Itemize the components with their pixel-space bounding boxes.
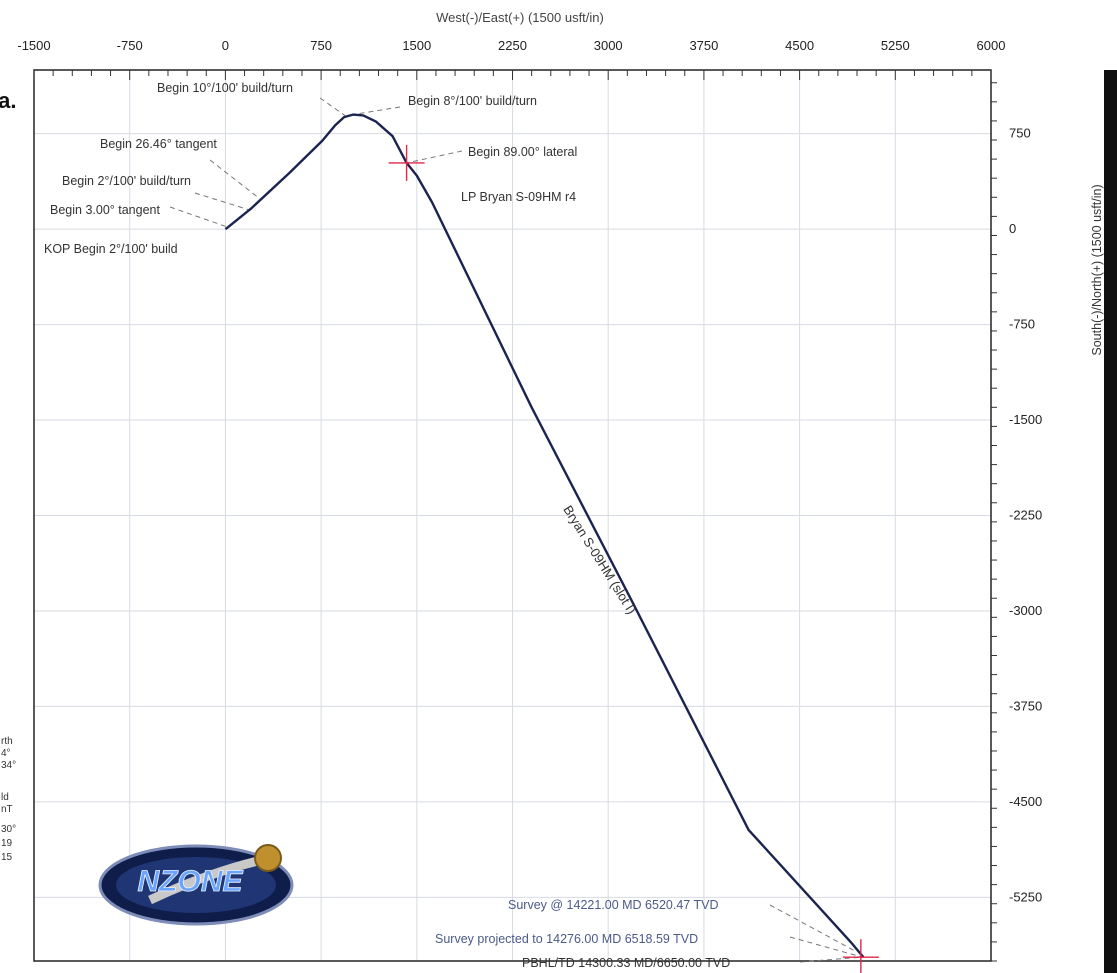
y-tick-label-6: -3750 xyxy=(1009,698,1042,713)
edge-fragment-1: rth xyxy=(1,736,13,747)
annotation-label-6: Begin 89.00° lateral xyxy=(468,145,577,159)
x-tick-label-7: 3750 xyxy=(689,38,718,53)
annotation-label-8: Survey @ 14221.00 MD 6520.47 TVD xyxy=(508,898,719,912)
x-tick-label-10: 6000 xyxy=(977,38,1006,53)
y-tick-label-0: 750 xyxy=(1009,126,1031,141)
annotation-leader-4 xyxy=(319,97,346,117)
x-tick-label-0: -1500 xyxy=(17,38,50,53)
left-edge-fragments: rth 4° 34° ld nT 30° 19 15 xyxy=(1,736,16,863)
annotation-label-10: PBHL/TD 14300.33 MD/6650.00 TVD xyxy=(522,956,730,970)
edge-fragment-7: 30° xyxy=(1,824,16,835)
y-tick-label-3: -1500 xyxy=(1009,412,1042,427)
x-axis-ticks: -1500 -750 0 750 1500 2250 3000 3750 4500 5250 600… xyxy=(17,38,1005,80)
annotation-label-7: LP Bryan S-09HM r4 xyxy=(461,190,576,204)
target-markers xyxy=(388,144,879,973)
logo-drill-bit xyxy=(254,844,282,872)
corner-fragment: ia. xyxy=(0,88,16,113)
logo-drill-pipe xyxy=(148,855,264,905)
y-axis-ticks: 750 0 -750 -1500 -2250 -3000 -3750 -4500 -5250 xyxy=(991,82,1042,962)
y-axis-title: South(-)/North(+) (1500 usft/in) xyxy=(1090,184,1104,355)
edge-fragment-3: 34° xyxy=(1,760,16,771)
annotation-leader-10 xyxy=(799,956,861,963)
y-tick-label-4: -2250 xyxy=(1009,508,1042,523)
edge-fragment-8: 19 xyxy=(1,838,13,849)
x-tick-label-6: 3000 xyxy=(594,38,623,53)
annotation-label-5: Begin 8°/100' build/turn xyxy=(408,94,537,108)
x-tick-label-4: 1500 xyxy=(402,38,431,53)
annotation-leader-5 xyxy=(352,106,401,116)
x-tick-label-2: 0 xyxy=(222,38,229,53)
x-tick-label-8: 4500 xyxy=(785,38,814,53)
annotation-leader-2 xyxy=(194,192,250,211)
annotation-label-2: Begin 2°/100' build/turn xyxy=(62,174,191,188)
edge-fragment-2: 4° xyxy=(1,748,11,759)
annotation-label-1: Begin 3.00° tangent xyxy=(50,203,160,217)
wellpath-layer xyxy=(224,113,865,958)
y-tick-label-1: 0 xyxy=(1009,221,1016,236)
x-tick-label-1: -750 xyxy=(117,38,143,53)
annotation-label-3: Begin 26.46° tangent xyxy=(100,137,217,151)
annotation-label-9: Survey projected to 14276.00 MD 6518.59 … xyxy=(435,932,698,946)
annotation-leader-1 xyxy=(169,206,229,228)
edge-fragment-6: nT xyxy=(1,804,13,815)
x-tick-label-3: 750 xyxy=(310,38,332,53)
x-tick-label-5: 2250 xyxy=(498,38,527,53)
y-tick-label-7: -4500 xyxy=(1009,794,1042,809)
right-frame-edge xyxy=(1104,70,1117,973)
edge-fragment-5: ld xyxy=(1,792,9,803)
annotation-leader-8 xyxy=(769,904,858,953)
annotation-leader-9 xyxy=(789,936,861,958)
grid-lines xyxy=(34,70,991,961)
annotation-label-0: KOP Begin 2°/100' build xyxy=(44,242,178,256)
annotation-leaders xyxy=(169,97,861,963)
company-logo: NZONE xyxy=(98,844,294,926)
y-tick-label-2: -750 xyxy=(1009,317,1035,332)
x-tick-label-9: 5250 xyxy=(881,38,910,53)
annotation-leader-6 xyxy=(406,150,463,164)
logo-wordmark: NZONE xyxy=(138,865,244,898)
x-axis-title: West(-)/East(+) (1500 usft/in) xyxy=(436,10,604,25)
edge-fragment-9: 15 xyxy=(1,852,13,863)
annotation-labels: KOP Begin 2°/100' build Begin 3.00° tange… xyxy=(44,81,730,970)
y-tick-label-8: -5250 xyxy=(1009,889,1042,904)
series-label: Bryan S-09HM (slot I) xyxy=(560,503,639,617)
annotation-label-4: Begin 10°/100' build/turn xyxy=(157,81,293,95)
annotation-leader-3 xyxy=(209,159,262,201)
wellpath-line-0 xyxy=(224,113,865,958)
y-tick-label-5: -3000 xyxy=(1009,603,1042,618)
